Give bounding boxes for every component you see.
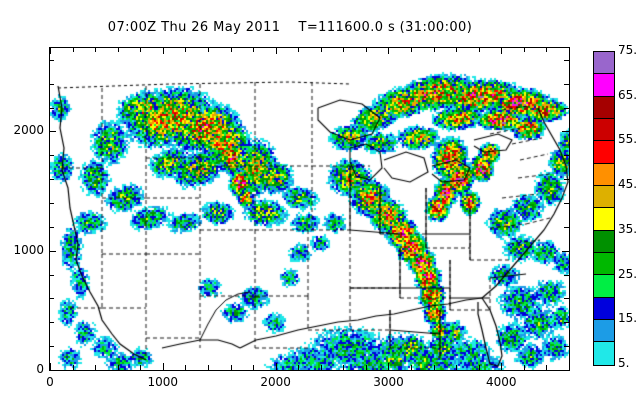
colorbar-label: 75. xyxy=(618,43,638,57)
colorbar-band xyxy=(594,52,614,75)
radar-reflectivity-map xyxy=(50,48,569,370)
colorbar-label: 15. xyxy=(618,311,638,326)
radar-plot-area xyxy=(49,47,570,371)
colorbar-band xyxy=(594,208,614,231)
x-axis-label: 4000 xyxy=(486,375,517,389)
colorbar-band xyxy=(594,96,614,120)
y-axis-label: 2000 xyxy=(13,123,44,138)
x-axis-label: 0 xyxy=(46,375,54,389)
y-axis-label: 1000 xyxy=(13,242,44,257)
colorbar-label: 25. xyxy=(618,266,638,281)
figure-title: 07:00Z Thu 26 May 2011 T=111600.0 s (31:… xyxy=(107,20,473,35)
x-axis-label: 1000 xyxy=(147,375,179,389)
colorbar-label: 35. xyxy=(618,221,638,236)
colorbar-label: 45. xyxy=(618,177,638,192)
colorbar-band xyxy=(594,253,614,276)
x-axis-label: 2000 xyxy=(260,375,291,389)
colorbar-band xyxy=(594,342,614,365)
colorbar-band xyxy=(594,74,614,97)
colorbar-band xyxy=(594,230,614,254)
x-axis-label: 3000 xyxy=(373,375,404,389)
y-axis-label: 0 xyxy=(36,362,44,376)
colorbar-band xyxy=(594,186,614,209)
colorbar-band xyxy=(594,320,614,343)
colorbar-label: 55. xyxy=(618,132,638,147)
colorbar-band xyxy=(594,119,614,142)
colorbar-label: 65. xyxy=(618,87,638,102)
colorbar-band xyxy=(594,141,614,164)
colorbar-band xyxy=(594,163,614,187)
colorbar-band xyxy=(594,297,614,321)
colorbar-label: 5. xyxy=(618,356,630,370)
reflectivity-colorbar xyxy=(593,51,615,366)
colorbar-band xyxy=(594,275,614,298)
